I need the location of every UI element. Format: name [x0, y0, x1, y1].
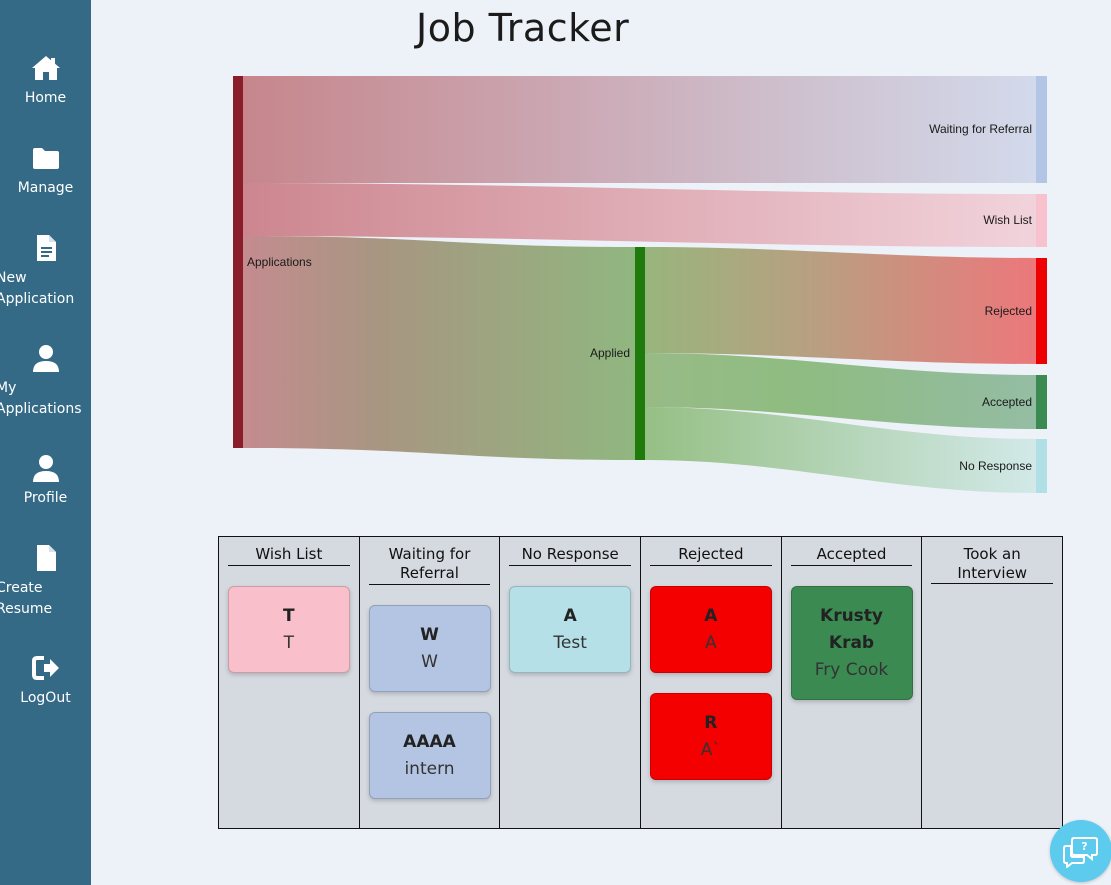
document-icon	[36, 235, 56, 261]
sidebar-item-label: Manage	[17, 180, 74, 196]
sankey-node-wish-list	[1036, 194, 1047, 247]
card-title: T	[283, 605, 295, 626]
card-subtitle: intern	[404, 758, 455, 779]
card-subtitle: Fry Cook	[814, 659, 889, 680]
page-title: Job Tracker	[416, 6, 630, 50]
application-card[interactable]: R A`	[649, 693, 772, 780]
kanban-board: Wish List T T Waiting for Referral W W A…	[218, 536, 1063, 829]
sankey-label-accepted: Accepted	[982, 395, 1032, 409]
user-icon	[32, 455, 59, 482]
sidebar-item-manage[interactable]: Manage	[0, 142, 91, 199]
card-subtitle: A	[705, 632, 717, 653]
sidebar-item-logout[interactable]: LogOut	[0, 652, 91, 709]
card-title: R	[704, 712, 718, 733]
home-icon	[31, 56, 60, 80]
sankey-label-wish-list: Wish List	[983, 213, 1032, 227]
sankey-link-accepted	[645, 353, 1036, 429]
folder-icon	[32, 148, 59, 169]
card-title: A	[563, 605, 577, 626]
card-subtitle: Test	[553, 632, 587, 653]
card-subtitle: W	[421, 651, 438, 672]
column-accepted: Accepted Krusty Krab Fry Cook	[782, 537, 923, 828]
sankey-label-applications: Applications	[247, 255, 312, 269]
application-card[interactable]: A A	[649, 586, 772, 673]
sankey-link-rejected	[645, 247, 1036, 364]
sankey-label-rejected: Rejected	[985, 304, 1032, 318]
sankey-link-waiting-for-referral	[242, 76, 1036, 183]
sidebar: Home Manage New Application My Applicati…	[0, 0, 91, 885]
application-card[interactable]: T T	[227, 586, 350, 673]
sankey-label-waiting-for-referral: Waiting for Referral	[929, 122, 1032, 136]
application-card[interactable]: W W	[368, 605, 491, 692]
card-title: AAAA	[403, 731, 456, 752]
sankey-link-applied	[242, 236, 635, 460]
column-rejected: Rejected A A R A`	[641, 537, 782, 828]
file-icon	[36, 545, 56, 571]
sidebar-item-new-application[interactable]: New Application	[0, 232, 91, 310]
sankey-label-no-response: No Response	[959, 459, 1032, 473]
sidebar-item-profile[interactable]: Profile	[0, 452, 91, 509]
sankey-node-waiting-for-referral	[1036, 76, 1047, 183]
column-header: Rejected	[650, 545, 772, 566]
sidebar-item-label: Home	[24, 90, 67, 106]
sidebar-item-label: Create Resume	[0, 580, 53, 617]
sankey-node-applications	[233, 76, 243, 448]
sankey-link-wish-list	[242, 183, 1036, 247]
card-subtitle: A`	[700, 739, 721, 760]
sankey-chart: Applications Applied Waiting for Referra…	[233, 76, 1047, 493]
sankey-node-applied	[635, 247, 645, 460]
sankey-node-rejected	[1036, 258, 1047, 364]
column-header: Accepted	[790, 545, 913, 566]
sidebar-item-label: My Applications	[0, 380, 82, 417]
sidebar-item-label: LogOut	[20, 690, 71, 706]
card-title: W	[420, 624, 439, 645]
chat-help-button[interactable]: ?	[1050, 820, 1111, 882]
column-wish-list: Wish List T T	[219, 537, 360, 828]
card-title: Krusty Krab	[820, 605, 884, 653]
column-header: Wish List	[228, 545, 350, 566]
application-card[interactable]: Krusty Krab Fry Cook	[790, 586, 913, 700]
column-header: Waiting for Referral	[368, 545, 491, 585]
column-header: Took an Interview	[931, 545, 1054, 584]
sankey-node-accepted	[1036, 375, 1047, 429]
column-header: No Response	[509, 545, 632, 566]
sankey-label-applied: Applied	[590, 346, 630, 360]
sidebar-item-label: Profile	[23, 490, 68, 506]
user-icon	[32, 345, 59, 372]
sidebar-item-home[interactable]: Home	[0, 52, 91, 109]
chat-help-icon: ?	[1063, 837, 1098, 868]
logout-icon	[31, 656, 59, 680]
card-subtitle: T	[283, 632, 295, 653]
sidebar-item-label: New Application	[0, 270, 75, 307]
card-title: A	[704, 605, 718, 626]
application-card[interactable]: A Test	[509, 586, 632, 673]
sankey-node-no-response	[1036, 439, 1047, 493]
application-card[interactable]: AAAA intern	[368, 712, 491, 799]
column-no-response: No Response A Test	[500, 537, 642, 828]
sidebar-item-create-resume[interactable]: Create Resume	[0, 542, 91, 620]
column-waiting-for-referral: Waiting for Referral W W AAAA intern	[360, 537, 501, 828]
svg-text:?: ?	[1081, 840, 1087, 853]
column-took-an-interview: Took an Interview	[922, 537, 1062, 828]
sidebar-item-my-applications[interactable]: My Applications	[0, 342, 91, 420]
sankey-link-no-response	[645, 407, 1036, 493]
